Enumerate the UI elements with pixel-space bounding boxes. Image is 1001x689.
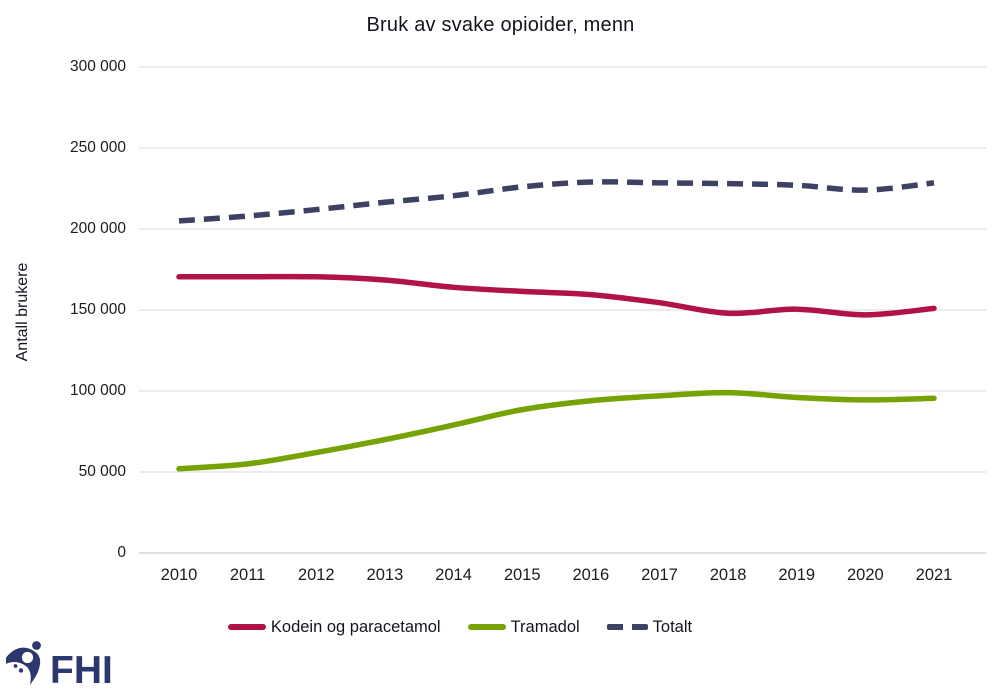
legend-label: Kodein og paracetamol — [270, 617, 441, 636]
legend-swatch — [467, 624, 506, 630]
fhi-logo-text: FHI — [50, 649, 113, 688]
legend-item-tramadol: Tramadol — [467, 617, 580, 637]
y-tick-label: 100 000 — [69, 382, 126, 399]
legend-label: Totalt — [652, 617, 693, 636]
x-tick-label: 2018 — [709, 566, 747, 584]
y-tick-label: 50 000 — [78, 463, 126, 480]
chart-legend: Kodein og paracetamol Tramadol Totalt — [0, 612, 920, 642]
y-tick-label: 150 000 — [69, 301, 126, 318]
legend-swatch — [227, 624, 266, 630]
x-tick-label: 2010 — [160, 566, 198, 584]
legend-label: Tramadol — [510, 617, 580, 636]
fhi-logo: FHI — [6, 641, 113, 688]
legend-swatch — [606, 624, 648, 630]
chart-title: Bruk av svake opioider, menn — [366, 14, 635, 36]
x-tick-label: 2016 — [572, 566, 610, 584]
x-tick-label: 2021 — [915, 566, 953, 584]
y-tick-label: 250 000 — [69, 139, 126, 156]
x-tick-label: 2019 — [778, 566, 816, 584]
x-tick-label: 2013 — [366, 566, 404, 584]
x-tick-label: 2012 — [297, 566, 335, 584]
y-tick-label: 200 000 — [69, 220, 126, 237]
x-tick-label: 2015 — [503, 566, 541, 584]
x-tick-label: 2014 — [435, 566, 472, 584]
x-tick-label: 2011 — [229, 566, 266, 584]
series-line-tramadol — [176, 389, 937, 472]
y-tick-label: 0 — [117, 544, 126, 561]
x-tick-label: 2020 — [847, 566, 884, 584]
legend-item-kodein-og-paracetamol: Kodein og paracetamol — [227, 617, 441, 637]
legend-item-totalt: Totalt — [606, 617, 693, 637]
x-tick-label: 2017 — [641, 566, 678, 584]
series-line-totalt — [178, 179, 935, 224]
y-tick-label: 300 000 — [69, 58, 126, 75]
fhi-logo-mark — [6, 641, 41, 685]
series-line-kodein-og-paracetamol — [176, 273, 937, 318]
